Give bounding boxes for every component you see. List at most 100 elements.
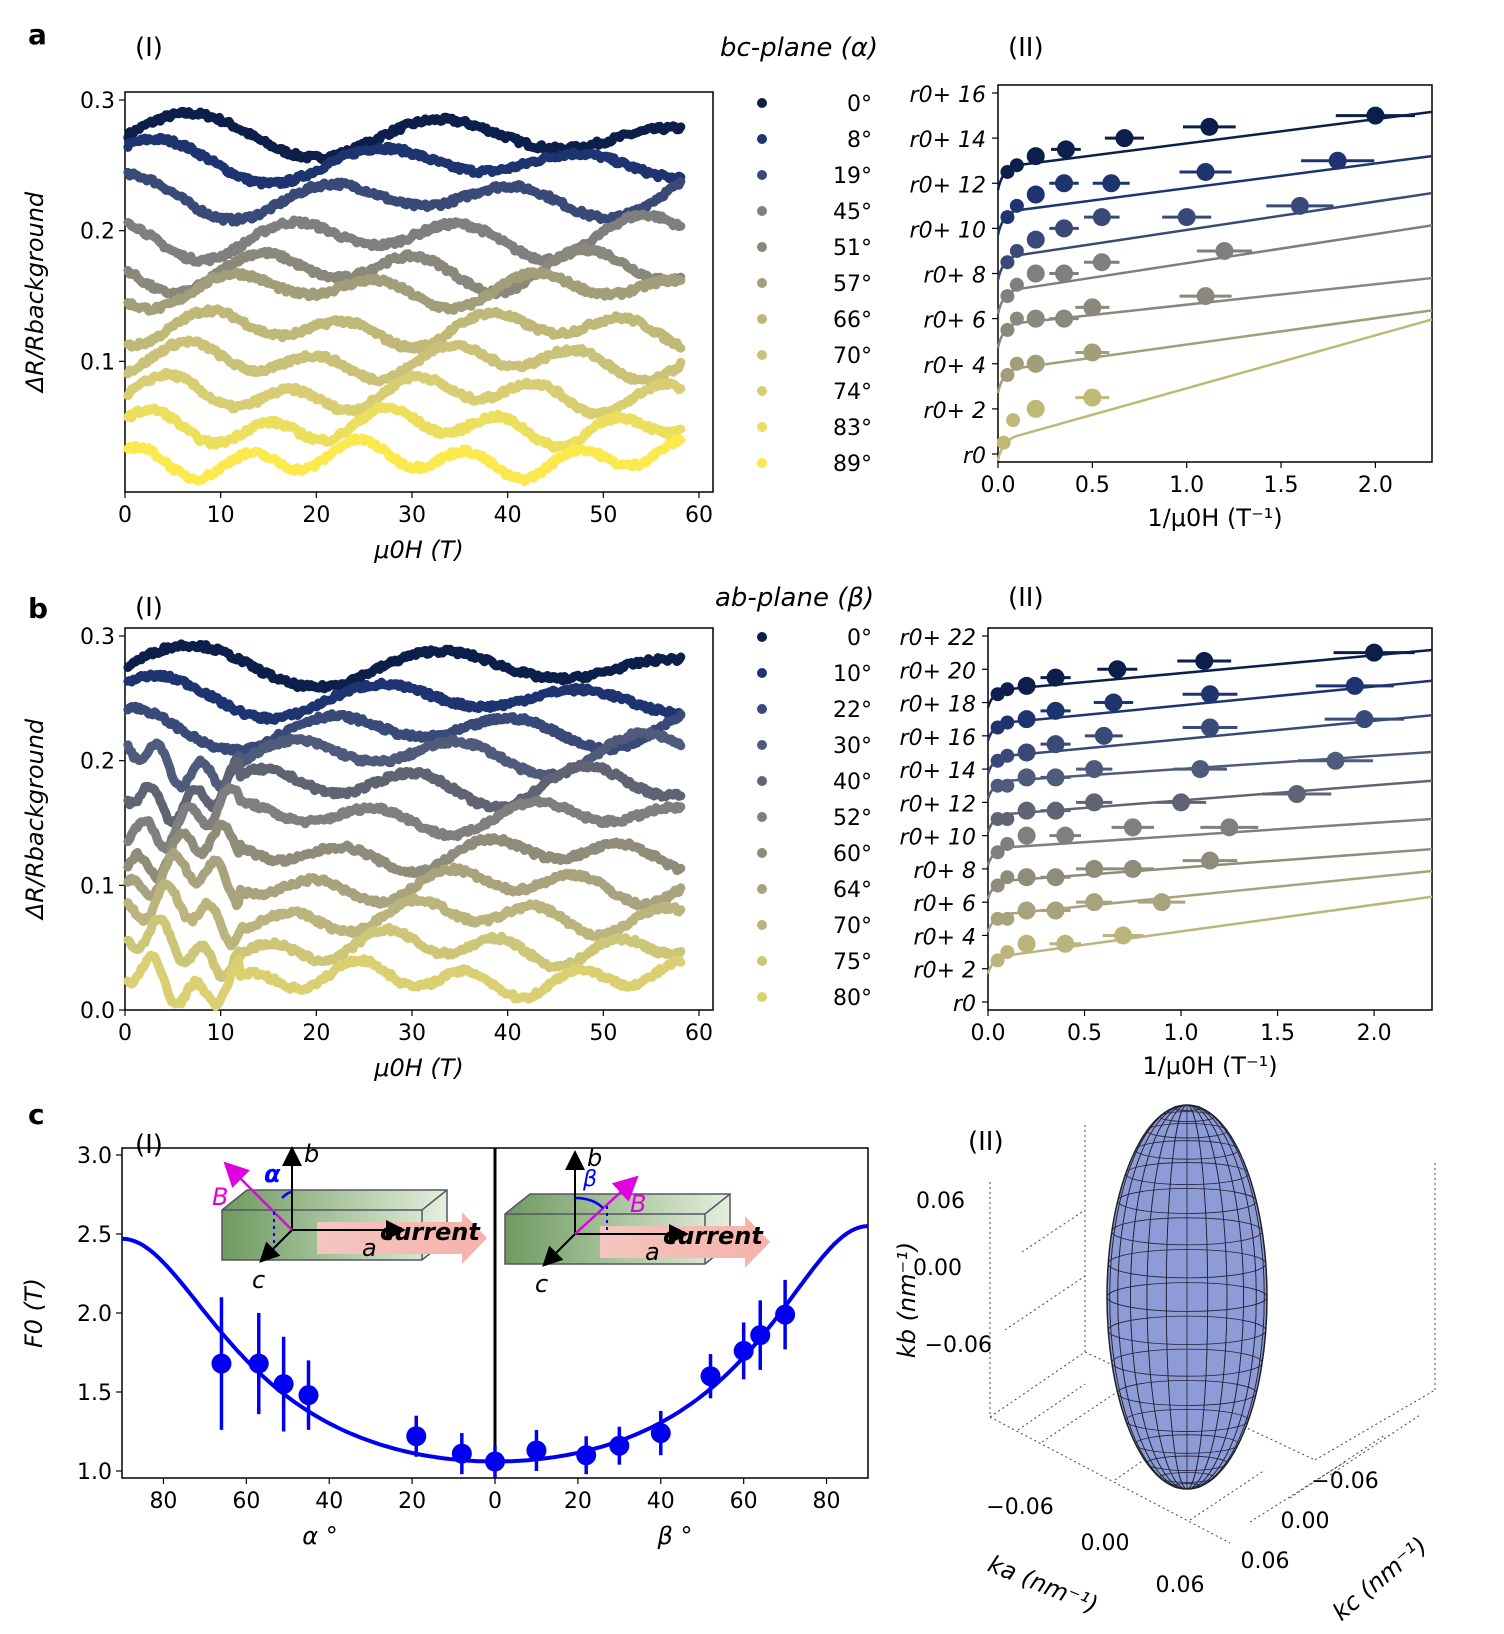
panel-a-label: a <box>28 18 47 51</box>
data-point <box>1026 264 1045 283</box>
current-label: current <box>380 1218 481 1246</box>
data-point <box>775 1304 796 1325</box>
x-tick-label: 60 <box>232 1489 260 1514</box>
data-point <box>1083 388 1102 407</box>
data-point <box>1046 735 1065 754</box>
panel-a-II-label: (II) <box>1008 33 1044 63</box>
data-series-0 <box>123 639 686 694</box>
legend-label: 10° <box>833 662 872 687</box>
panel-b-label: b <box>28 592 48 625</box>
data-series-8 <box>123 879 686 951</box>
data-point <box>1026 354 1045 373</box>
data-series-5 <box>123 267 686 316</box>
x-tick-label: 60 <box>685 1021 713 1046</box>
data-point <box>1172 793 1191 812</box>
data-point <box>1046 701 1065 720</box>
angle-label: α <box>264 1160 281 1188</box>
x-tick-label: 0.0 <box>981 473 1016 498</box>
latitude-line <box>1111 1217 1263 1246</box>
latitude-line <box>1117 1380 1257 1406</box>
data-point <box>1017 901 1036 920</box>
legend-label: 89° <box>833 452 872 477</box>
data-point <box>1123 859 1142 878</box>
y-tick-label: r0+ 8 <box>914 859 976 884</box>
legend-label: 52° <box>833 806 872 831</box>
data-point <box>1215 241 1234 260</box>
z-tick-label: −0.06 <box>925 1333 992 1358</box>
data-point <box>1055 264 1074 283</box>
legend-label: 8° <box>847 128 872 153</box>
data-point <box>1017 801 1036 820</box>
legend-label: 64° <box>833 878 872 903</box>
data-point <box>1000 289 1015 304</box>
data-point <box>750 1325 771 1346</box>
inset-beta: Bβb a c current <box>504 1144 770 1298</box>
chart-a-II: 0.0 0.5 1.0 1.5 2.0 r0 r0+ 2 r0+ 4 r0+ 6 r0+ 8 r0+… <box>910 83 1433 532</box>
plot-frame <box>124 91 714 493</box>
axis-grid-line <box>1021 1209 1086 1253</box>
data-point <box>1017 768 1036 787</box>
y-tick-label: 0.06 <box>1241 1549 1290 1574</box>
latitude-line <box>1106 1282 1268 1312</box>
data-point <box>1000 322 1015 337</box>
data-point <box>1365 643 1384 662</box>
legend-label: 70° <box>833 914 872 939</box>
data-point <box>1115 129 1134 148</box>
x-tick-label: 1.5 <box>1264 473 1299 498</box>
data-point <box>1017 676 1036 695</box>
data-series-0 <box>123 106 686 165</box>
data-series-2 <box>123 701 686 757</box>
data-point <box>1026 185 1045 204</box>
data-point <box>1006 413 1021 428</box>
latitude-line <box>1159 1111 1215 1122</box>
y-tick-label: 1.5 <box>77 1381 112 1406</box>
data-point <box>1102 174 1121 193</box>
data-point <box>576 1445 597 1466</box>
y-tick-label: r0+ 6 <box>924 309 986 334</box>
data-point <box>1085 760 1104 779</box>
data-point <box>996 435 1011 450</box>
data-point <box>1055 309 1074 328</box>
legend-label: 60° <box>833 842 872 867</box>
data-point <box>1009 158 1024 173</box>
legend-label: 0° <box>847 626 872 651</box>
data-point <box>1355 710 1374 729</box>
y-tick-label: r0+ 22 <box>900 626 976 651</box>
data-point <box>1000 836 1015 851</box>
data-point <box>1017 826 1036 845</box>
latitude-line <box>1125 1162 1249 1186</box>
legend-marker <box>757 956 767 966</box>
x-tick-label: 0.0 <box>971 1021 1006 1046</box>
y-tick-label: r0+ 18 <box>900 693 976 718</box>
legend-marker <box>757 350 767 360</box>
data-series-7 <box>123 847 686 911</box>
axis-grid-line <box>1189 1469 1266 1521</box>
latitude-line <box>1117 1188 1257 1214</box>
latitude-line <box>1146 1123 1228 1139</box>
data-point <box>1290 196 1309 215</box>
x-tick-label: 40 <box>494 503 522 528</box>
legend-marker <box>757 134 767 144</box>
chart-c-II: 0.06 0.00 −0.06 −0.06 0.00 0.06 −0.06 0.00 0.06 k… <box>893 1104 1436 1626</box>
data-point <box>1085 793 1104 812</box>
y-tick-label: 0.0 <box>80 999 115 1024</box>
legend-label: 22° <box>833 698 872 723</box>
y-axis-label: kc (nm⁻¹) <box>1327 1531 1433 1626</box>
data-point <box>990 953 1005 968</box>
legend-label: 74° <box>833 380 872 405</box>
y-axis-label: F0 (T) <box>20 1278 48 1348</box>
x-axis-label-beta: β ° <box>657 1522 693 1550</box>
x-tick-label: 20 <box>302 503 330 528</box>
c-axis-arrow <box>542 1233 576 1267</box>
chart-a-I: 0 10 20 30 40 50 60 0.1 0.2 0.3 μ0H (T) ΔR/Rbackgro… <box>21 89 872 564</box>
data-point <box>1000 682 1015 697</box>
data-point <box>1200 117 1219 136</box>
data-series-1 <box>123 132 686 190</box>
data-point <box>1196 162 1215 181</box>
data-point <box>1009 198 1024 213</box>
axis-grid-line <box>1084 1351 1316 1461</box>
data-point <box>298 1385 319 1406</box>
data-point <box>1026 147 1045 166</box>
b-plane-title: ab-plane (β) <box>715 583 874 613</box>
x-tick-label: 20 <box>398 1489 426 1514</box>
